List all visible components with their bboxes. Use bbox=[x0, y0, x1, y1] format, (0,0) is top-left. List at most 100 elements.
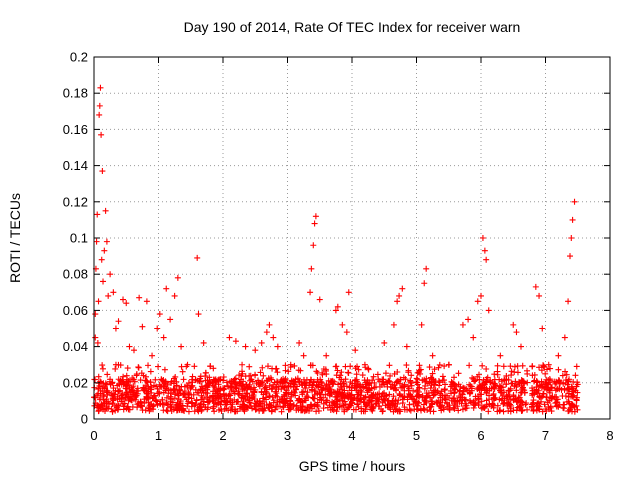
scatter-point-bulk bbox=[463, 402, 470, 409]
scatter-point-bulk bbox=[460, 384, 467, 391]
scatter-point-bulk bbox=[369, 407, 376, 414]
scatter-point bbox=[323, 352, 330, 359]
scatter-point-bulk bbox=[529, 401, 536, 408]
scatter-point-bulk bbox=[546, 386, 553, 393]
scatter-point-bulk bbox=[333, 372, 340, 379]
scatter-point-bulk bbox=[294, 383, 301, 390]
scatter-point-bulk bbox=[131, 378, 138, 385]
scatter-point bbox=[98, 131, 105, 138]
scatter-point-bulk bbox=[177, 398, 184, 405]
scatter-point-bulk bbox=[152, 397, 159, 404]
scatter-point-bulk bbox=[538, 394, 545, 401]
scatter-point-bulk bbox=[260, 372, 267, 379]
scatter-point-bulk bbox=[507, 405, 514, 412]
scatter-point-bulk bbox=[533, 386, 540, 393]
scatter-point bbox=[139, 323, 146, 330]
scatter-point-bulk bbox=[428, 389, 435, 396]
scatter-point-bulk bbox=[228, 385, 235, 392]
scatter-point-bulk bbox=[204, 393, 211, 400]
scatter-point-bulk bbox=[214, 377, 221, 384]
scatter-point-bulk bbox=[405, 390, 412, 397]
scatter-point-bulk bbox=[243, 390, 250, 397]
scatter-point-bulk bbox=[278, 408, 285, 415]
scatter-point bbox=[361, 361, 368, 368]
scatter-point-bulk bbox=[334, 403, 341, 410]
scatter-point-bulk bbox=[319, 371, 326, 378]
scatter-point-bulk bbox=[189, 379, 196, 386]
scatter-point-bulk bbox=[330, 399, 337, 406]
y-tick-label: 0.08 bbox=[63, 267, 88, 282]
y-tick-label: 0.16 bbox=[63, 122, 88, 137]
scatter-point-bulk bbox=[273, 390, 280, 397]
scatter-point-bulk bbox=[518, 398, 525, 405]
scatter-point-bulk bbox=[547, 365, 554, 372]
scatter-point-bulk bbox=[427, 385, 434, 392]
scatter-point-bulk bbox=[314, 401, 321, 408]
scatter-point-bulk bbox=[158, 383, 165, 390]
scatter-point-bulk bbox=[278, 376, 285, 383]
y-axis-label: ROTI / TECUs bbox=[7, 193, 23, 283]
scatter-point-bulk bbox=[304, 389, 311, 396]
scatter-point-bulk bbox=[261, 399, 268, 406]
scatter-point-bulk bbox=[530, 407, 537, 414]
scatter-point-bulk bbox=[479, 362, 486, 369]
scatter-point-bulk bbox=[529, 385, 536, 392]
scatter-point bbox=[171, 292, 178, 299]
scatter-point-bulk bbox=[541, 401, 548, 408]
scatter-point-bulk bbox=[354, 401, 361, 408]
scatter-point-bulk bbox=[345, 369, 352, 376]
scatter-point bbox=[96, 102, 103, 109]
scatter-point-bulk bbox=[421, 406, 428, 413]
scatter-point-bulk bbox=[403, 362, 410, 369]
scatter-point-bulk bbox=[510, 407, 517, 414]
scatter-point-bulk bbox=[552, 400, 559, 407]
scatter-point-bulk bbox=[327, 386, 334, 393]
scatter-point-bulk bbox=[352, 365, 359, 372]
scatter-point-bulk bbox=[531, 371, 538, 378]
scatter-point-bulk bbox=[143, 377, 150, 384]
scatter-point bbox=[98, 256, 105, 263]
scatter-point-bulk bbox=[426, 364, 433, 371]
scatter-point-bulk bbox=[291, 389, 298, 396]
scatter-point bbox=[232, 338, 239, 345]
scatter-point-bulk bbox=[229, 401, 236, 408]
scatter-point-bulk bbox=[511, 369, 518, 376]
scatter-point-bulk bbox=[103, 381, 110, 388]
scatter-point-bulk bbox=[209, 397, 216, 404]
scatter-point bbox=[536, 292, 543, 299]
scatter-point-bulk bbox=[280, 399, 287, 406]
y-tick-label: 0.1 bbox=[70, 231, 88, 246]
scatter-point-bulk bbox=[247, 399, 254, 406]
scatter-point-bulk bbox=[210, 382, 217, 389]
scatter-point-bulk bbox=[540, 362, 547, 369]
scatter-point-bulk bbox=[507, 396, 514, 403]
scatter-point bbox=[573, 383, 580, 390]
scatter-point-bulk bbox=[440, 404, 447, 411]
scatter-point-bulk bbox=[135, 387, 142, 394]
scatter-point bbox=[115, 318, 122, 325]
scatter-point bbox=[92, 311, 99, 318]
scatter-point-bulk bbox=[175, 386, 182, 393]
scatter-point-bulk bbox=[378, 393, 385, 400]
scatter-point-bulk bbox=[291, 362, 298, 369]
scatter-point-bulk bbox=[385, 401, 392, 408]
x-tick-label: 8 bbox=[606, 428, 613, 443]
scatter-point-bulk bbox=[282, 367, 289, 374]
scatter-point-bulk bbox=[125, 394, 132, 401]
scatter-point-bulk bbox=[184, 403, 191, 410]
scatter-point-bulk bbox=[303, 393, 310, 400]
scatter-point-bulk bbox=[334, 394, 341, 401]
scatter-point-bulk bbox=[213, 394, 220, 401]
scatter-point-bulk bbox=[476, 382, 483, 389]
scatter-point-bulk bbox=[431, 366, 438, 373]
scatter-point bbox=[312, 213, 319, 220]
scatter-point-bulk bbox=[161, 366, 168, 373]
scatter-point-bulk bbox=[431, 381, 438, 388]
scatter-point-bulk bbox=[163, 394, 170, 401]
y-tick-label: 0 bbox=[81, 412, 88, 427]
scatter-point-bulk bbox=[521, 387, 528, 394]
scatter-point-bulk bbox=[446, 394, 453, 401]
scatter-point-bulk bbox=[242, 396, 249, 403]
scatter-point-bulk bbox=[384, 383, 391, 390]
scatter-point-bulk bbox=[518, 389, 525, 396]
